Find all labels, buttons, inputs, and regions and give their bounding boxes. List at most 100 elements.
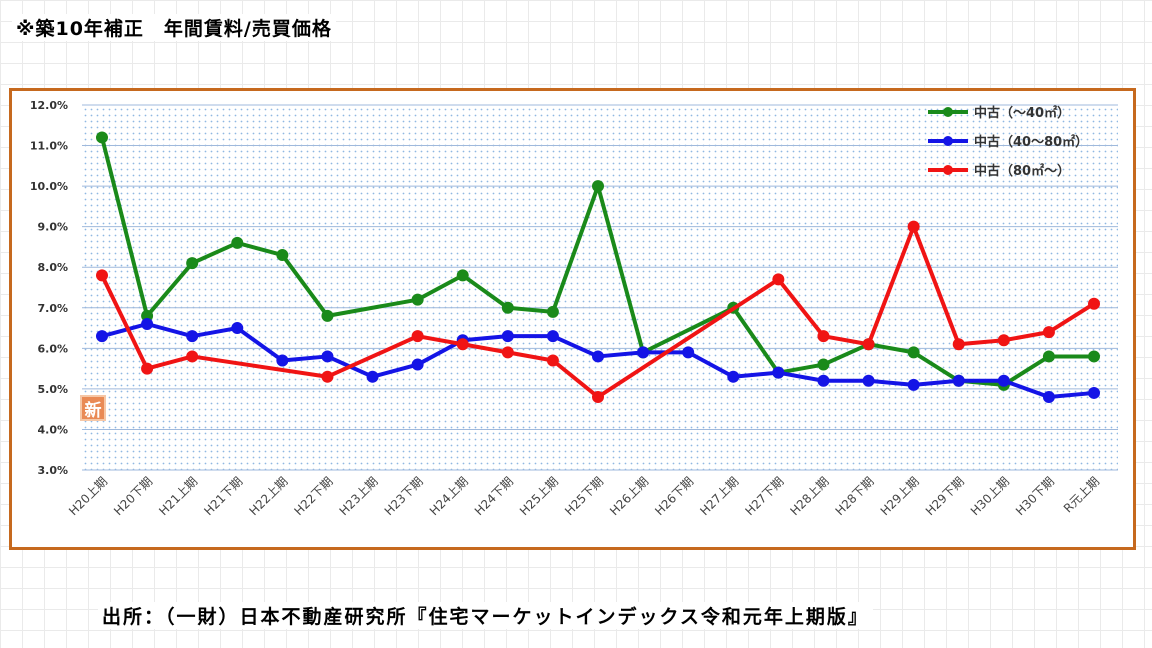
data-point — [141, 318, 154, 330]
new-badge: 新 — [80, 395, 106, 421]
y-tick-label: 5.0% — [37, 383, 68, 396]
data-point — [321, 370, 334, 383]
y-tick-label: 7.0% — [37, 302, 68, 315]
data-point — [186, 257, 199, 270]
series-3 — [96, 220, 1100, 403]
data-point — [186, 350, 199, 363]
data-point — [141, 362, 154, 375]
x-tick-label: H21上期 — [156, 474, 200, 518]
data-point — [772, 366, 785, 379]
data-point — [231, 236, 244, 249]
x-tick-label: H27上期 — [697, 474, 741, 518]
legend: 中古（～40㎡） 中古（40～80㎡） 中古（80㎡～） — [928, 105, 1088, 179]
x-tick-label: H28上期 — [788, 474, 832, 518]
data-point — [1042, 350, 1055, 363]
x-tick-label: H28下期 — [833, 474, 877, 518]
plot-area — [82, 105, 1118, 470]
y-tick-label: 10.0% — [30, 180, 68, 193]
data-point — [276, 354, 289, 367]
data-point — [592, 350, 604, 363]
x-tick-label: H26上期 — [607, 474, 651, 518]
y-tick-label: 8.0% — [37, 261, 68, 274]
data-point — [907, 346, 920, 359]
data-point — [321, 350, 334, 363]
legend-marker — [943, 165, 953, 175]
x-tick-label: H30下期 — [1013, 474, 1057, 518]
data-point — [817, 374, 830, 387]
data-point — [276, 249, 289, 262]
data-point — [546, 305, 559, 318]
data-point — [501, 301, 514, 314]
data-point — [456, 269, 469, 282]
chart-title: ※築10年補正 年間賃料/売買価格 — [12, 14, 336, 41]
data-point — [682, 346, 695, 359]
x-tick-label: H26下期 — [652, 474, 696, 518]
x-tick-label: H30上期 — [968, 474, 1012, 518]
data-point — [411, 293, 424, 306]
data-point — [1088, 350, 1100, 363]
legend-marker — [943, 107, 953, 117]
data-point — [411, 330, 424, 343]
data-point — [96, 269, 108, 282]
x-tick-label: H23下期 — [382, 474, 426, 518]
x-tick-label: H20下期 — [111, 474, 155, 518]
data-point — [817, 330, 830, 343]
data-point — [727, 370, 740, 383]
data-point — [321, 309, 334, 322]
data-point — [817, 358, 830, 371]
data-point — [1088, 297, 1100, 310]
y-tick-label: 11.0% — [30, 140, 68, 153]
legend-label: 中古（80㎡～） — [974, 163, 1070, 179]
x-tick-label: R元上期 — [1061, 474, 1102, 515]
x-tick-label: H23上期 — [337, 474, 381, 518]
data-point — [772, 273, 785, 286]
data-point — [1042, 391, 1055, 403]
x-tick-label: H25下期 — [562, 474, 606, 518]
x-tick-label: H21下期 — [201, 474, 245, 518]
y-tick-label: 9.0% — [37, 221, 68, 234]
data-point — [952, 338, 965, 351]
data-point — [456, 338, 469, 351]
data-point — [96, 330, 108, 343]
legend-marker — [943, 136, 953, 146]
x-tick-label: H25上期 — [517, 474, 561, 518]
data-point — [501, 346, 514, 359]
x-tick-label: H22下期 — [292, 474, 336, 518]
x-tick-label: H20上期 — [66, 474, 110, 518]
data-point — [96, 131, 108, 144]
y-tick-label: 3.0% — [37, 464, 68, 477]
data-point — [592, 391, 604, 403]
data-point — [411, 358, 424, 371]
x-tick-label: H24上期 — [427, 474, 471, 518]
data-point — [592, 180, 604, 193]
data-point — [546, 354, 559, 367]
data-point — [862, 338, 875, 351]
x-tick-label: H29下期 — [923, 474, 967, 518]
x-tick-label: H29上期 — [878, 474, 922, 518]
x-tick-label: H22上期 — [246, 474, 290, 518]
data-point — [546, 330, 559, 343]
x-axis-tick-labels: H20上期 H20下期 H21上期 H21下期 H22上期 H22下期 H23上期 H23下期… — [66, 474, 1102, 518]
data-point — [997, 334, 1010, 347]
data-point — [997, 374, 1010, 387]
data-point — [186, 330, 199, 343]
data-point — [231, 322, 244, 335]
y-axis-tick-labels: 3.0% 4.0% 5.0% 6.0% 7.0% 8.0% 9.0% 10.0% 11.0% 12… — [30, 99, 68, 477]
legend-label: 中古（40～80㎡） — [974, 134, 1088, 150]
data-point — [637, 346, 650, 359]
data-point — [1042, 326, 1055, 339]
data-point — [366, 370, 379, 383]
gridlines — [82, 104, 1118, 471]
data-point — [862, 374, 875, 387]
x-tick-label: H24下期 — [472, 474, 516, 518]
legend-label: 中古（～40㎡） — [974, 105, 1070, 121]
data-point — [952, 374, 965, 387]
series-2 — [96, 318, 1100, 403]
data-point — [1088, 386, 1100, 399]
data-point — [501, 330, 514, 343]
series-layer — [96, 131, 1100, 403]
x-tick-label: H27下期 — [742, 474, 786, 518]
data-point — [907, 220, 920, 233]
y-tick-label: 12.0% — [30, 99, 68, 112]
